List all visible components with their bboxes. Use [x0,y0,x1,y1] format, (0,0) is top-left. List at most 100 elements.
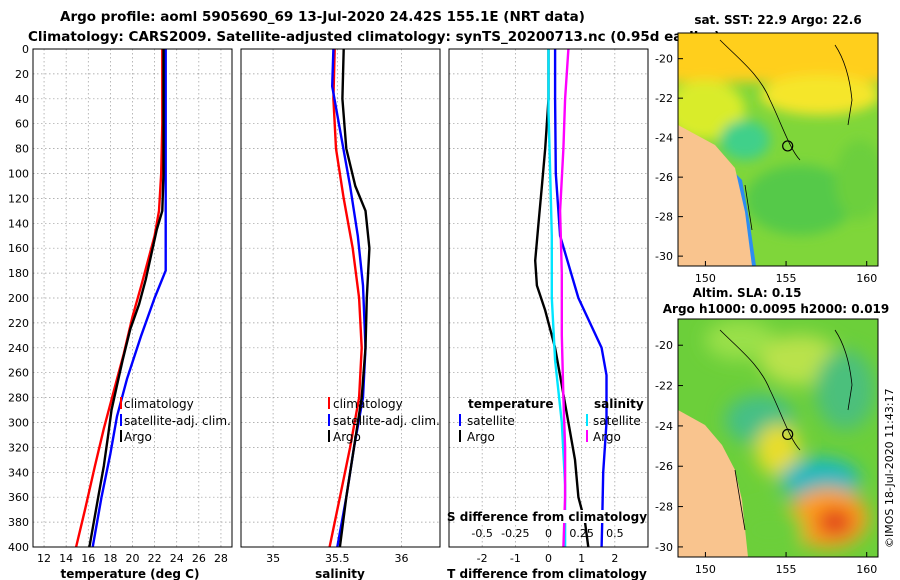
series-temperature-argo [534,49,590,547]
sla-blob-5 [756,424,800,476]
depth-tick-label: 240 [8,342,29,355]
salinity-legend-argo: Argo [333,430,361,444]
depth-tick-label: 160 [8,242,29,255]
depth-tick-label: 280 [8,392,29,405]
depth-tick-label: 320 [8,441,29,454]
sla-blob-8 [817,508,853,536]
sla-blob-9 [735,505,805,555]
map-lon-label: 155 [776,272,797,285]
temperature-depth-ticks: 0 20 40 60 80 100 120 140 160 180 200 220 240 260 280 3… [8,43,29,554]
temperature-legend: climatology satellite-adj. clim. Argo [120,397,231,444]
map-lat-label: -28 [655,211,673,224]
salinity-x-ticks: 35 35.5 36 [266,552,408,565]
difference-frame [448,48,649,548]
x-tick-label: 1 [578,552,585,565]
map-lat-label: -24 [655,132,673,145]
sla-map-field [678,319,878,557]
legend-swatch-climatology [120,397,122,409]
temperature-legend-satellite: satellite-adj. clim. [124,414,231,428]
series-salinity-argo [558,49,570,547]
legend-swatch-argo [120,430,122,442]
difference-s-label: S difference from climatology [447,510,647,524]
legend-swatch-t-argo [459,430,461,442]
map-lon-label: 155 [776,563,797,576]
map-lon-label: 150 [695,272,716,285]
sla-map-frame [677,318,879,558]
s-tick-label: 0 [545,527,552,540]
map-lat-label: -30 [655,250,673,263]
sst-map-title: sat. SST: 22.9 Argo: 22.6 [694,13,861,27]
map-lat-label: -22 [655,92,673,105]
sla-blob-1 [705,320,775,360]
temperature-xlabel: temperature (deg C) [61,567,200,580]
sla-bathymetry [719,329,853,531]
sla-argo-marker [782,428,794,440]
difference-legend-temperature: temperature satellite Argo [459,397,553,444]
map-lat-label: -28 [655,501,673,514]
header-line1: Argo profile: aoml 5905690_69 13-Jul-202… [60,9,585,25]
sla-map-title1: Altim. SLA: 0.15 [693,286,802,300]
sla-map-title2: Argo h1000: 0.0095 h2000: 0.019 [663,302,890,316]
difference-legend-salinity: salinity satellite Argo [586,397,644,444]
temperature-series [74,49,167,547]
temperature-x-ticks: 12 14 16 18 20 22 24 26 28 [37,552,228,565]
map-lon-label: 160 [856,563,877,576]
credit-text: ©IMOS 18-Jul-2020 11:43:17 [883,388,896,548]
s-tick-label: 0.5 [606,527,624,540]
depth-tick-label: 260 [8,367,29,380]
depth-tick-label: 360 [8,491,29,504]
depth-tick-label: 340 [8,466,29,479]
sst-map-field [678,33,878,266]
x-tick-label: 2 [611,552,618,565]
sst-blobs [678,33,878,235]
map-lon-label: 160 [856,272,877,285]
header-line2: Climatology: CARS2009. Satellite-adjuste… [28,29,720,45]
salinity-legend-satellite: satellite-adj. clim. [333,414,440,428]
sst-map-frame [677,32,879,267]
x-tick-label: 18 [103,552,117,565]
s-label-background [456,510,642,523]
map-lat-label: -24 [655,420,673,433]
depth-tick-label: 20 [15,68,29,81]
legend-swatch-s-satellite [586,414,588,426]
legend-temperature-title: temperature [468,397,553,411]
salinity-legend: climatology satellite-adj. clim. Argo [328,397,440,444]
series-argo [88,49,165,547]
legend-swatch-t-satellite [459,414,461,426]
temperature-frame [32,48,233,548]
difference-panel: -2 -1 0 1 2 -0.5 -0.25 0 0.25 0.5 S difference f… [447,48,649,580]
x-tick-label: 36 [394,552,408,565]
s-tick-label: 0.25 [569,527,594,540]
legend-salinity-argo: Argo [593,430,621,444]
sst-warm-band [678,33,878,82]
map-lat-label: -22 [655,380,673,393]
depth-tick-label: 40 [15,93,29,106]
depth-tick-label: 120 [8,192,29,205]
temperature-legend-argo: Argo [124,430,152,444]
series-satellite-adj-clim- [91,49,167,547]
sst-land [678,125,752,266]
series-temperature-satellite [553,49,608,547]
x-tick-label: 20 [126,552,140,565]
x-tick-label: -2 [477,552,488,565]
x-tick-label: 35.5 [325,552,350,565]
sst-green-patch [745,165,855,235]
x-tick-label: 35 [266,552,280,565]
series-argo [338,49,371,547]
sla-map-panel: Altim. SLA: 0.15 Argo h1000: 0.0095 h200… [655,286,889,576]
sst-argo-marker [782,140,794,152]
legend-temperature-satellite: satellite [467,414,515,428]
sla-blob-3 [815,350,875,430]
depth-tick-label: 0 [22,43,29,56]
salinity-xlabel: salinity [315,567,365,580]
depth-tick-label: 80 [15,143,29,156]
x-tick-label: -1 [510,552,521,565]
difference-series [534,49,608,547]
map-lat-label: -20 [655,53,673,66]
series-climatology [74,49,164,547]
depth-tick-label: 380 [8,516,29,529]
sst-cool-patch [720,120,770,160]
legend-swatch-climatology [328,397,330,409]
sst-bathymetry [719,39,853,231]
x-tick-label: 16 [81,552,95,565]
